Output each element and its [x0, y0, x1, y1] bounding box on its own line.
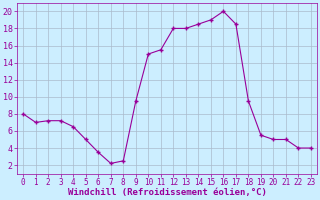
X-axis label: Windchill (Refroidissement éolien,°C): Windchill (Refroidissement éolien,°C)	[68, 188, 267, 197]
